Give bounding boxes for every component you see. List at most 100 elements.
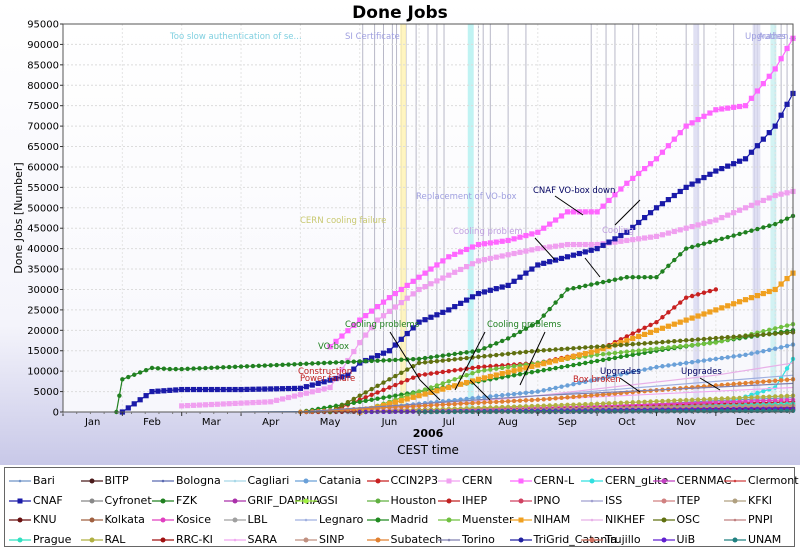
data-point [547, 366, 552, 372]
data-point [666, 408, 671, 414]
data-point [571, 382, 576, 387]
data-point [416, 389, 422, 394]
legend-label: BITP [104, 474, 129, 487]
data-point [565, 346, 570, 351]
data-point [606, 197, 612, 204]
data-point [547, 359, 553, 365]
data-point [707, 110, 713, 116]
data-point [487, 373, 493, 380]
data-point [399, 380, 404, 385]
data-point [583, 402, 588, 407]
event-band [400, 24, 407, 412]
data-point [120, 377, 125, 382]
data-point [636, 333, 642, 340]
data-point [469, 378, 476, 384]
data-point [428, 355, 434, 360]
data-point [683, 123, 689, 129]
data-point [297, 392, 303, 398]
data-point [226, 364, 232, 370]
data-point [618, 350, 624, 355]
legend-swatch [295, 518, 317, 522]
data-point [624, 229, 630, 235]
y-tick-label: 65000 [27, 142, 59, 153]
data-point [197, 366, 202, 371]
data-point [553, 243, 559, 249]
data-point [494, 352, 499, 358]
data-point [553, 257, 559, 263]
data-point [547, 347, 552, 353]
data-point [736, 207, 743, 213]
data-point [369, 324, 375, 331]
data-point [766, 73, 772, 79]
legend-swatch [80, 517, 103, 523]
data-point [630, 352, 635, 358]
legend-swatch [9, 517, 31, 523]
data-point [398, 300, 404, 306]
data-point [374, 353, 381, 359]
data-point [666, 363, 671, 368]
data-point [713, 307, 719, 313]
data-point [440, 309, 446, 315]
data-point [511, 236, 517, 242]
data-point [126, 374, 131, 380]
data-point [784, 377, 790, 383]
data-point [416, 286, 422, 293]
data-point [654, 340, 659, 345]
data-point [511, 333, 517, 338]
data-point [689, 359, 695, 365]
data-point [772, 378, 778, 383]
data-point [529, 231, 535, 237]
data-point [422, 372, 428, 377]
data-point [719, 106, 725, 112]
data-point [404, 396, 410, 402]
series-subatech [298, 377, 796, 415]
data-point [351, 396, 357, 402]
data-point [636, 275, 641, 280]
data-point [761, 332, 766, 337]
data-point [778, 112, 784, 118]
data-point [713, 396, 719, 402]
data-point [577, 409, 582, 414]
data-point [754, 200, 760, 206]
data-point [571, 409, 576, 414]
legend-swatch [581, 537, 603, 542]
data-point [422, 270, 428, 276]
data-point [375, 383, 380, 389]
legend-swatch [152, 537, 174, 542]
data-point [647, 329, 654, 335]
data-point [653, 327, 660, 333]
data-point [535, 389, 540, 394]
data-point [226, 401, 232, 407]
data-point [375, 358, 380, 363]
data-point [689, 315, 695, 321]
data-point [470, 349, 475, 354]
data-point [398, 397, 404, 404]
data-point [755, 332, 760, 338]
data-point [606, 351, 612, 356]
data-point [523, 349, 529, 355]
data-point [778, 393, 784, 399]
data-point [582, 209, 588, 215]
data-point [731, 354, 736, 359]
data-point [505, 282, 511, 288]
data-point [291, 385, 298, 392]
data-point [297, 385, 303, 391]
series-cern-l [327, 35, 796, 350]
data-point [369, 386, 374, 392]
legend-swatch [724, 498, 746, 503]
data-point [725, 105, 731, 111]
annotation-arrow [419, 379, 441, 401]
data-point [707, 309, 713, 315]
data-point [452, 368, 457, 373]
data-point [357, 317, 363, 323]
data-point [695, 337, 701, 342]
data-point [743, 395, 748, 400]
data-point [386, 308, 393, 314]
x-tick-label: Feb [143, 417, 161, 428]
data-point [731, 104, 737, 110]
data-point [298, 361, 303, 367]
data-point [707, 171, 713, 177]
data-point [600, 401, 606, 406]
legend-label: RRC-KI [176, 532, 213, 546]
data-point [499, 352, 505, 357]
